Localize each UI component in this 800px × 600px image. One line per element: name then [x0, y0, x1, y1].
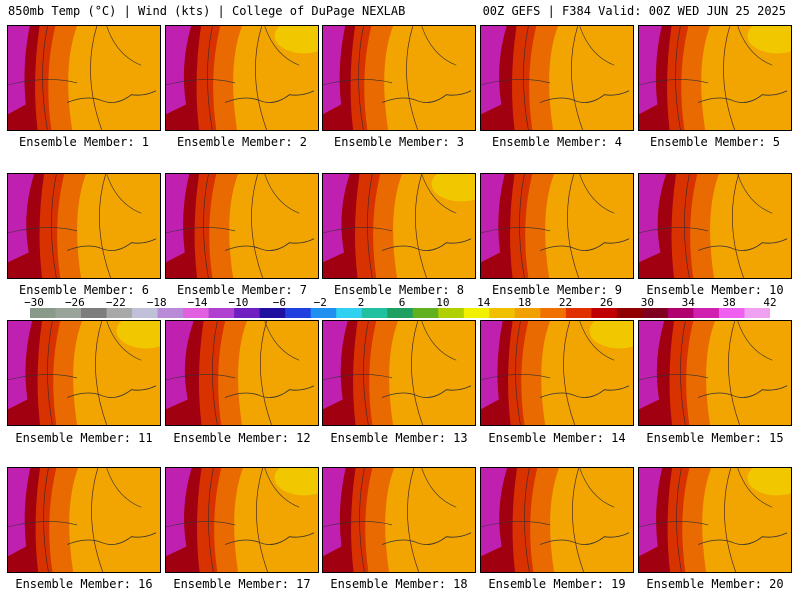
color-scale-swatch — [285, 308, 312, 318]
ensemble-member-label: Ensemble Member: 6 — [18, 283, 150, 297]
ensemble-panel-map — [7, 25, 161, 131]
ensemble-panel-map — [480, 25, 634, 131]
ensemble-member-label: Ensemble Member: 12 — [173, 431, 311, 445]
color-scale-tick-label: −10 — [228, 296, 249, 309]
color-scale-swatch — [616, 308, 643, 318]
color-scale-swatch — [310, 308, 337, 318]
color-scale-tick-label: −30 — [24, 296, 44, 309]
ensemble-member-label: Ensemble Member: 2 — [176, 135, 308, 149]
color-scale-tick-label: −22 — [105, 296, 126, 309]
ensemble-panel-map — [165, 25, 319, 131]
ensemble-member-label: Ensemble Member: 18 — [330, 577, 468, 591]
color-scale-swatch — [412, 308, 439, 318]
ensemble-panel-map — [7, 173, 161, 279]
color-scale-swatch — [693, 308, 720, 318]
ensemble-member-label: Ensemble Member: 19 — [488, 577, 626, 591]
ensemble-member-label: Ensemble Member: 8 — [333, 283, 465, 297]
color-scale-tick-label: 38 — [722, 296, 736, 309]
color-scale-swatch — [489, 308, 516, 318]
ensemble-member-label: Ensemble Member: 3 — [333, 135, 465, 149]
color-scale-tick-label: 6 — [398, 296, 406, 309]
ensemble-member-label: Ensemble Member: 14 — [488, 431, 626, 445]
color-scale-swatch — [540, 308, 567, 318]
ensemble-member-label: Ensemble Member: 1 — [18, 135, 150, 149]
chart-title: 850mb Temp (°C) | Wind (kts) | College o… — [8, 4, 406, 18]
color-scale-swatch — [259, 308, 286, 318]
color-scale-tick-label: −6 — [272, 296, 286, 309]
ensemble-member-label: Ensemble Member: 16 — [15, 577, 153, 591]
color-scale-tick-label: 2 — [357, 296, 365, 309]
color-scale-tick-label: 10 — [436, 296, 450, 309]
color-scale-swatch — [744, 308, 770, 318]
color-scale-swatch — [361, 308, 388, 318]
ensemble-member-label: Ensemble Member: 11 — [15, 431, 153, 445]
ensemble-member-label: Ensemble Member: 7 — [176, 283, 308, 297]
color-scale-swatch — [106, 308, 133, 318]
color-scale-swatch — [642, 308, 669, 318]
ensemble-member-label: Ensemble Member: 5 — [649, 135, 781, 149]
color-scale-tick-label: 22 — [558, 296, 573, 309]
ensemble-panel-map — [165, 173, 319, 279]
ensemble-panel-map — [322, 25, 476, 131]
color-scale-swatch — [438, 308, 465, 318]
run-valid-time: 00Z GEFS | F384 Valid: 00Z WED JUN 25 20… — [482, 4, 786, 18]
color-scale-swatch — [336, 308, 363, 318]
ensemble-panel-map — [480, 173, 634, 279]
color-scale-swatch — [208, 308, 235, 318]
ensemble-panel-map — [322, 173, 476, 279]
ensemble-panel-map — [638, 467, 792, 573]
color-scale-swatch — [514, 308, 541, 318]
ensemble-panel-map — [480, 467, 634, 573]
ensemble-panel-map — [165, 467, 319, 573]
ensemble-panel-map — [480, 320, 634, 426]
color-scale-swatch — [565, 308, 592, 318]
color-scale-tick-label: 42 — [763, 296, 777, 309]
ensemble-panel-map — [322, 467, 476, 573]
ensemble-panel-map — [638, 320, 792, 426]
ensemble-panel-map — [7, 320, 161, 426]
ensemble-panel-map — [7, 467, 161, 573]
color-scale-tick-label: 34 — [681, 296, 695, 309]
ensemble-member-label: Ensemble Member: 13 — [330, 431, 468, 445]
color-scale-swatch — [55, 308, 82, 318]
ensemble-panel-map — [165, 320, 319, 426]
ensemble-member-label: Ensemble Member: 15 — [646, 431, 784, 445]
ensemble-member-label: Ensemble Member: 4 — [491, 135, 623, 149]
color-scale-swatch — [234, 308, 261, 318]
color-scale-swatch — [463, 308, 490, 318]
color-scale-swatch — [81, 308, 108, 318]
color-scale-tick-label: 30 — [640, 296, 654, 309]
ensemble-panel-map — [638, 25, 792, 131]
color-scale-bar — [30, 308, 770, 318]
color-scale-tick-label: −14 — [187, 296, 208, 309]
color-scale-swatch — [132, 308, 159, 318]
color-scale-swatch — [157, 308, 184, 318]
color-scale-tick-label: −26 — [64, 296, 85, 309]
ensemble-panel-map — [322, 320, 476, 426]
color-scale-swatch — [718, 308, 745, 318]
color-scale-swatch — [591, 308, 618, 318]
ensemble-member-label: Ensemble Member: 17 — [173, 577, 311, 591]
color-scale-swatch — [183, 308, 210, 318]
ensemble-panel-map — [638, 173, 792, 279]
ensemble-member-label: Ensemble Member: 20 — [646, 577, 784, 591]
color-scale-tick-label: −2 — [313, 296, 327, 309]
color-scale-tick-label: 14 — [477, 296, 491, 309]
ensemble-member-label: Ensemble Member: 9 — [491, 283, 623, 297]
ensemble-member-label: Ensemble Member: 10 — [646, 283, 784, 297]
color-scale-tick-label: −18 — [146, 296, 167, 309]
color-scale-tick-label: 18 — [518, 296, 532, 309]
color-scale-swatch — [30, 308, 57, 318]
color-scale-swatch — [387, 308, 414, 318]
color-scale-tick-label: 26 — [599, 296, 614, 309]
color-scale-swatch — [667, 308, 694, 318]
